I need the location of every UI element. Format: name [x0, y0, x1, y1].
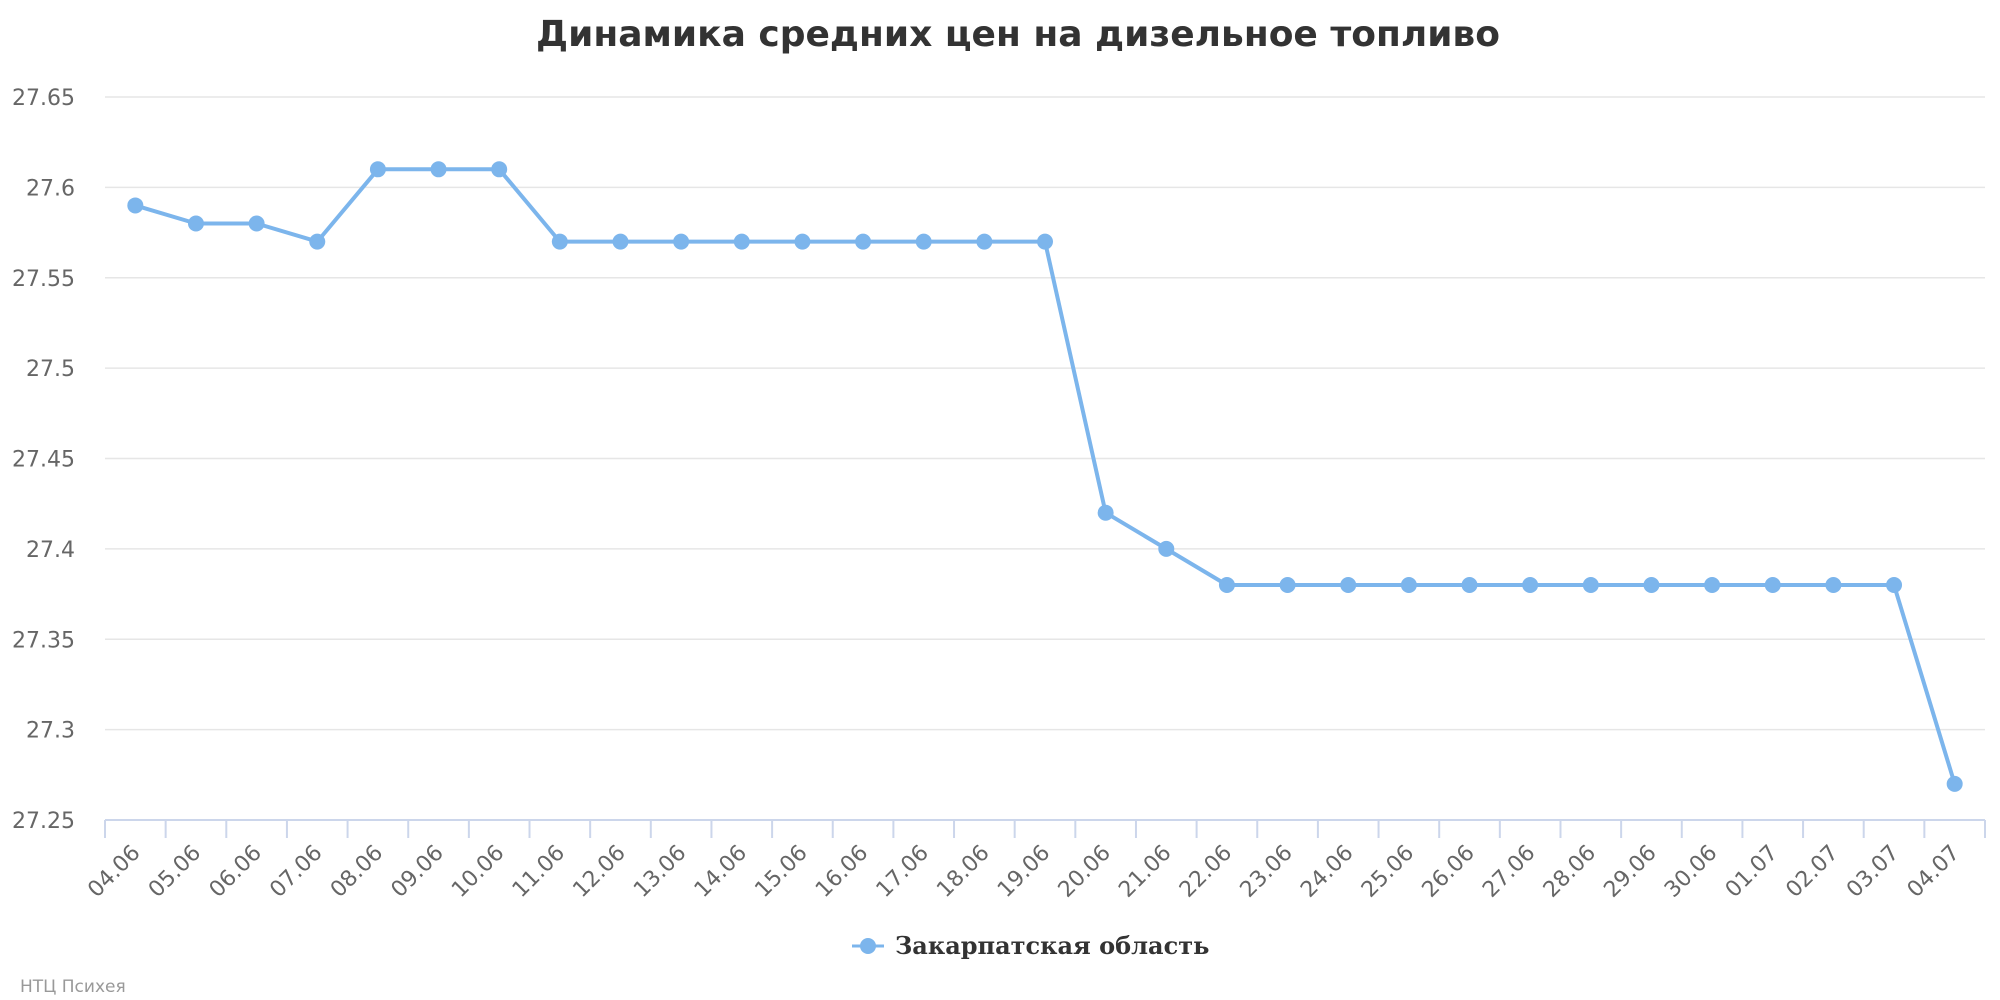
x-tick-label: 15.06 — [750, 841, 812, 903]
data-point[interactable] — [1582, 577, 1599, 594]
x-tick-label: 25.06 — [1357, 841, 1419, 903]
data-point[interactable] — [187, 215, 204, 232]
data-point[interactable] — [551, 233, 568, 250]
data-point[interactable] — [855, 233, 872, 250]
data-point[interactable] — [1158, 540, 1175, 557]
y-tick-label: 27.4 — [26, 538, 75, 563]
data-point[interactable] — [733, 233, 750, 250]
x-tick-label: 04.07 — [1903, 841, 1965, 903]
data-point[interactable] — [127, 197, 144, 214]
data-point[interactable] — [612, 233, 629, 250]
x-tick-label: 23.06 — [1236, 841, 1298, 903]
x-tick-label: 20.06 — [1054, 841, 1116, 903]
data-point[interactable] — [1340, 577, 1357, 594]
x-tick-label: 12.06 — [569, 841, 631, 903]
data-point[interactable] — [369, 161, 386, 178]
legend-label[interactable]: Закарпатская область — [895, 931, 1209, 960]
x-tick-label: 09.06 — [387, 841, 449, 903]
x-axis: 04.0605.0606.0607.0608.0609.0610.0611.06… — [83, 819, 1986, 903]
data-point[interactable] — [673, 233, 690, 250]
data-point[interactable] — [1643, 577, 1660, 594]
data-point[interactable] — [1097, 504, 1114, 521]
data-point[interactable] — [1704, 577, 1721, 594]
x-tick-label: 11.06 — [508, 841, 570, 903]
y-tick-label: 27.5 — [26, 357, 75, 382]
y-tick-label: 27.55 — [12, 267, 75, 292]
data-point[interactable] — [976, 233, 993, 250]
data-point[interactable] — [430, 161, 447, 178]
grid-lines — [105, 96, 1985, 731]
x-tick-label: 13.06 — [629, 841, 691, 903]
x-tick-label: 29.06 — [1599, 841, 1661, 903]
data-point[interactable] — [794, 233, 811, 250]
x-tick-label: 19.06 — [993, 841, 1055, 903]
data-point[interactable] — [1946, 775, 1963, 792]
data-point[interactable] — [1218, 577, 1235, 594]
y-axis: 27.25 27.3 27.35 27.4 27.45 27.5 27.55 27.6 27.6… — [12, 86, 75, 834]
series-group — [127, 161, 1963, 792]
data-point[interactable] — [309, 233, 326, 250]
y-tick-label: 27.6 — [26, 176, 75, 201]
x-tick-label: 02.07 — [1781, 841, 1843, 903]
y-tick-label: 27.35 — [12, 628, 75, 653]
data-point[interactable] — [1279, 577, 1296, 594]
chart-title: Динамика средних цен на дизельное топлив… — [536, 14, 1500, 55]
x-tick-label: 27.06 — [1478, 841, 1540, 903]
y-tick-label: 27.65 — [12, 86, 75, 111]
data-point[interactable] — [248, 215, 265, 232]
y-tick-label: 27.25 — [12, 809, 75, 834]
x-tick-label: 10.06 — [447, 841, 509, 903]
data-point[interactable] — [915, 233, 932, 250]
data-point[interactable] — [1825, 577, 1842, 594]
series-line — [133, 167, 1957, 786]
x-tick-label: 05.06 — [144, 841, 206, 903]
x-tick-label: 01.07 — [1721, 841, 1783, 903]
data-point[interactable] — [1037, 233, 1053, 250]
data-point[interactable] — [1522, 577, 1539, 594]
y-tick-label: 27.3 — [26, 719, 75, 744]
x-tick-label: 06.06 — [205, 841, 267, 903]
legend-marker-icon — [860, 938, 876, 954]
x-tick-label: 16.06 — [811, 841, 873, 903]
credit-text[interactable]: НТЦ Психея — [20, 977, 126, 997]
x-tick-label: 17.06 — [872, 841, 934, 903]
data-point[interactable] — [1400, 577, 1417, 594]
data-point[interactable] — [1461, 577, 1478, 594]
data-point[interactable] — [491, 161, 508, 178]
data-point[interactable] — [1764, 577, 1781, 594]
data-point[interactable] — [1886, 577, 1903, 594]
x-tick-label: 21.06 — [1114, 841, 1176, 903]
x-tick-label: 14.06 — [690, 841, 752, 903]
x-tick-label: 30.06 — [1660, 841, 1722, 903]
x-tick-label: 08.06 — [326, 841, 388, 903]
x-tick-label: 07.06 — [265, 841, 327, 903]
y-tick-label: 27.45 — [12, 448, 75, 473]
x-tick-label: 22.06 — [1175, 841, 1237, 903]
x-tick-label: 03.07 — [1842, 841, 1904, 903]
legend[interactable]: Закарпатская область — [852, 931, 1209, 960]
x-tick-label: 24.06 — [1296, 841, 1358, 903]
x-tick-label: 28.06 — [1539, 841, 1601, 903]
x-tick-label: 18.06 — [932, 841, 994, 903]
x-tick-label: 26.06 — [1418, 841, 1480, 903]
x-tick-label: 04.06 — [83, 841, 145, 903]
